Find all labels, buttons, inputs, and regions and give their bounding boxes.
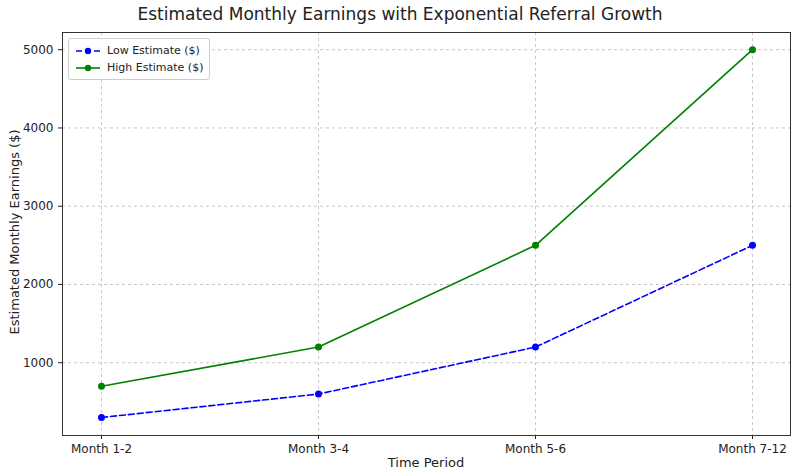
html-text:Estimated Monthly Earnings wit: Estimated Monthly Earnings with Exponent… — [137, 4, 663, 24]
html-text:High Estimate ($): High Estimate ($) — [107, 61, 204, 74]
svg-text:Month 7-12: Month 7-12 — [718, 442, 787, 456]
html-text:Estimated Monthly Earnings ($): Estimated Monthly Earnings ($) — [6, 129, 22, 335]
svg-text:3000: 3000 — [23, 199, 54, 213]
svg-text:Month 1-2: Month 1-2 — [71, 442, 132, 456]
html-text:Low Estimate ($): Low Estimate ($) — [107, 44, 200, 57]
svg-text:1000: 1000 — [23, 356, 54, 370]
svg-text:5000: 5000 — [23, 43, 54, 57]
svg-text:2000: 2000 — [23, 277, 54, 291]
svg-text:Month 3-4: Month 3-4 — [288, 442, 349, 456]
svg-text:Month 5-6: Month 5-6 — [505, 442, 566, 456]
html-text:Time Period: Time Period — [387, 455, 465, 470]
svg-text:4000: 4000 — [23, 121, 54, 135]
